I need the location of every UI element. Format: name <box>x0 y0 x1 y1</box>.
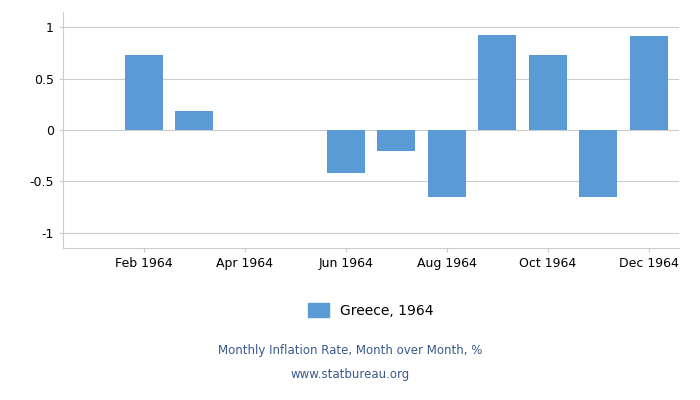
Text: www.statbureau.org: www.statbureau.org <box>290 368 410 381</box>
Bar <box>428 130 466 197</box>
Bar <box>528 55 567 130</box>
Bar <box>175 110 214 130</box>
Bar <box>377 130 415 150</box>
Bar <box>478 34 516 130</box>
Legend: Greece, 1964: Greece, 1964 <box>302 298 440 323</box>
Bar <box>125 55 162 130</box>
Bar <box>327 130 365 173</box>
Text: Monthly Inflation Rate, Month over Month, %: Monthly Inflation Rate, Month over Month… <box>218 344 482 357</box>
Bar <box>580 130 617 197</box>
Bar <box>630 36 668 130</box>
